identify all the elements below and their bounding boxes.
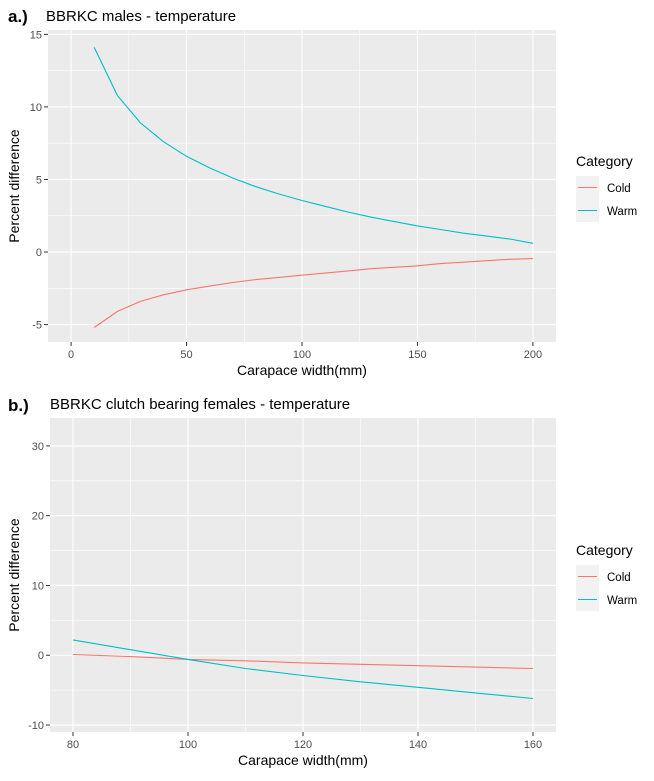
y-tick-label: 20 (32, 511, 44, 523)
legend-title: Category (576, 153, 633, 169)
legend-label: Cold (607, 572, 631, 584)
series-line-cold (93, 258, 533, 328)
x-tick-label: 150 (408, 349, 426, 361)
chart-title: BBRKC males - temperature (46, 8, 236, 25)
x-tick-label: 0 (68, 349, 74, 361)
y-tick-label: 30 (32, 441, 44, 453)
x-axis-label: Carapace width(mm) (238, 752, 368, 768)
y-tick-label: 0 (36, 247, 42, 259)
y-tick-label: 0 (38, 650, 44, 662)
chart-panel: 80 100 120 140 160 -10 0 10 20 30 b.) BBRKC clutch … (6, 396, 637, 768)
y-tick-label: 10 (32, 580, 44, 592)
series-line-warm (72, 639, 534, 700)
x-tick-label: 200 (524, 349, 542, 361)
series-line-warm (93, 47, 534, 244)
x-tick-label: 100 (293, 349, 311, 361)
x-tick-label: 140 (409, 739, 427, 751)
y-tick-label: 5 (36, 174, 42, 186)
y-axis-label: Percent difference (6, 129, 22, 243)
x-tick-label: 120 (294, 739, 312, 751)
x-tick-label: 80 (67, 739, 79, 751)
legend-title: Category (576, 542, 633, 558)
series-line-cold (72, 653, 534, 670)
panel-tag: b.) (8, 396, 29, 415)
panel-tag: a.) (8, 7, 28, 26)
x-axis-label: Carapace width(mm) (237, 362, 367, 378)
y-tick-label: -10 (28, 720, 44, 732)
x-tick-label: 100 (179, 739, 197, 751)
legend-label: Warm (607, 595, 637, 607)
y-axis-label: Percent difference (6, 518, 22, 632)
y-tick-label: 10 (30, 102, 42, 114)
y-tick-label: 15 (30, 29, 42, 41)
x-tick-label: 50 (180, 349, 192, 361)
x-tick-label: 160 (524, 739, 542, 751)
chart-panel: 0 50 100 150 200 -5 0 5 10 15a.) BBRKC males - tem… (6, 7, 637, 378)
chart-title: BBRKC clutch bearing females - temperatu… (50, 396, 350, 413)
y-tick-label: -5 (32, 320, 42, 332)
legend-label: Cold (607, 183, 631, 195)
legend-label: Warm (607, 206, 637, 218)
